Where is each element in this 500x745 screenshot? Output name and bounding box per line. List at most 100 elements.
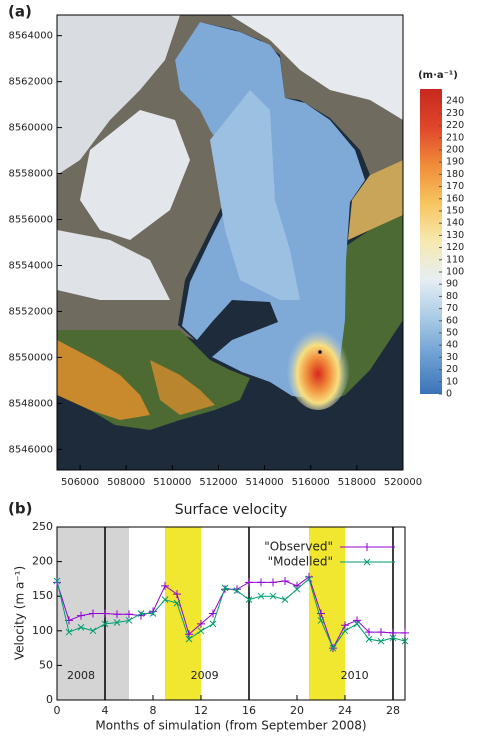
data-point [197, 627, 205, 635]
x-tick-label: 12 [194, 704, 208, 717]
data-point [365, 635, 373, 643]
colorbar-tick-label: 210 [446, 132, 464, 143]
y-tick-label: 8552000 [8, 306, 53, 317]
data-point [173, 599, 181, 607]
data-point [257, 578, 265, 587]
x-tick-label: 520000 [384, 477, 422, 488]
colorbar-tick-label: 50 [446, 328, 458, 339]
colorbar-tick-label: 130 [446, 230, 464, 241]
data-point [365, 628, 373, 637]
data-point [101, 620, 109, 628]
colorbar-tick-label: 30 [446, 352, 458, 363]
data-point [125, 610, 133, 619]
y-tick-label: 8546000 [8, 444, 53, 455]
colorbar-tick-label: 10 [446, 376, 458, 387]
colorbar-tick-label: 150 [446, 206, 464, 217]
colorbar-tick-label: 110 [446, 254, 464, 265]
data-point [149, 610, 157, 617]
x-axis-label: Months of simulation (from September 200… [95, 719, 366, 733]
legend-marker [363, 558, 371, 566]
x-tick-label: 514000 [246, 477, 284, 488]
data-point [269, 578, 277, 587]
data-point [245, 578, 253, 587]
data-point [149, 607, 157, 616]
legend-label: "Modelled" [268, 555, 333, 569]
data-point [293, 585, 301, 593]
data-point [389, 628, 397, 637]
legend-label: "Observed" [264, 540, 333, 554]
colorbar-tick-label: 240 [446, 96, 464, 107]
colorbar-tick-label: 190 [446, 157, 464, 168]
data-point [377, 637, 385, 645]
data-point [363, 558, 371, 566]
y-axis-label: Velocity (m a⁻¹) [13, 566, 27, 660]
data-point [113, 610, 121, 619]
data-point [209, 620, 217, 628]
data-point [377, 628, 385, 637]
y-tick-label: 250 [32, 520, 53, 533]
colorbar-tick-label: 40 [446, 340, 458, 351]
colorbar-tick-label: 70 [446, 303, 458, 314]
x-tick-label: 8 [150, 704, 157, 717]
colorbar-tick-label: 140 [446, 218, 464, 229]
colorbar-tick-label: 0 [446, 389, 452, 400]
y-tick-label: 0 [46, 693, 53, 706]
colorbar-tick-label: 90 [446, 279, 458, 290]
data-point [281, 576, 289, 585]
data-point [233, 585, 241, 594]
data-point [101, 609, 109, 618]
x-tick-label: 506000 [61, 477, 99, 488]
x-tick-label: 4 [102, 704, 109, 717]
data-point [305, 575, 313, 583]
y-tick-label: 8548000 [8, 398, 53, 409]
data-point [113, 619, 121, 626]
data-point [363, 543, 371, 551]
data-point [197, 619, 205, 628]
y-tick-label: 8562000 [8, 77, 53, 88]
colorbar-tick-label: 200 [446, 145, 464, 156]
y-tick-label: 200 [32, 555, 53, 568]
colorbar-tick-label: 60 [446, 315, 458, 326]
x-tick-label: 20 [290, 704, 304, 717]
y-tick-label: 8564000 [8, 31, 53, 42]
year-label: 2009 [191, 669, 219, 682]
data-point [317, 609, 325, 618]
markers [53, 575, 409, 652]
x-tick-label: 518000 [338, 477, 376, 488]
year-label: 2008 [67, 669, 95, 682]
data-point [209, 609, 217, 618]
data-point [401, 628, 409, 637]
colorbar [420, 89, 442, 394]
shaded-region [309, 527, 345, 700]
y-tick-label: 8560000 [8, 123, 53, 134]
data-point [125, 617, 133, 624]
y-tick-label: 8554000 [8, 260, 53, 271]
data-point [353, 616, 361, 625]
x-tick-label: 24 [338, 704, 352, 717]
data-point [281, 596, 289, 604]
panel-label: (a) [8, 3, 32, 21]
colorbar-tick-label: 120 [446, 242, 464, 253]
data-point [233, 587, 241, 595]
colorbar-tick-label: 160 [446, 193, 464, 204]
y-tick-label: 50 [39, 658, 53, 671]
y-tick-label: 100 [32, 624, 53, 637]
data-point [353, 620, 361, 628]
map-frame [56, 14, 404, 471]
data-point [137, 610, 145, 617]
data-point [341, 621, 349, 630]
x-tick-label: 0 [54, 704, 61, 717]
x-tick-label: 510000 [153, 477, 191, 488]
data-point [77, 623, 85, 631]
data-point [293, 581, 301, 590]
colorbar-tick-label: 170 [446, 181, 464, 192]
year-label: 2010 [341, 669, 369, 682]
data-point [389, 634, 397, 642]
data-point [329, 644, 337, 652]
x-tick-label: 516000 [292, 477, 330, 488]
panel-label: (b) [8, 500, 32, 518]
data-point [77, 611, 85, 620]
colorbar-label: (m·a⁻¹) [418, 70, 458, 81]
colorbar-tick-label: 80 [446, 291, 458, 302]
